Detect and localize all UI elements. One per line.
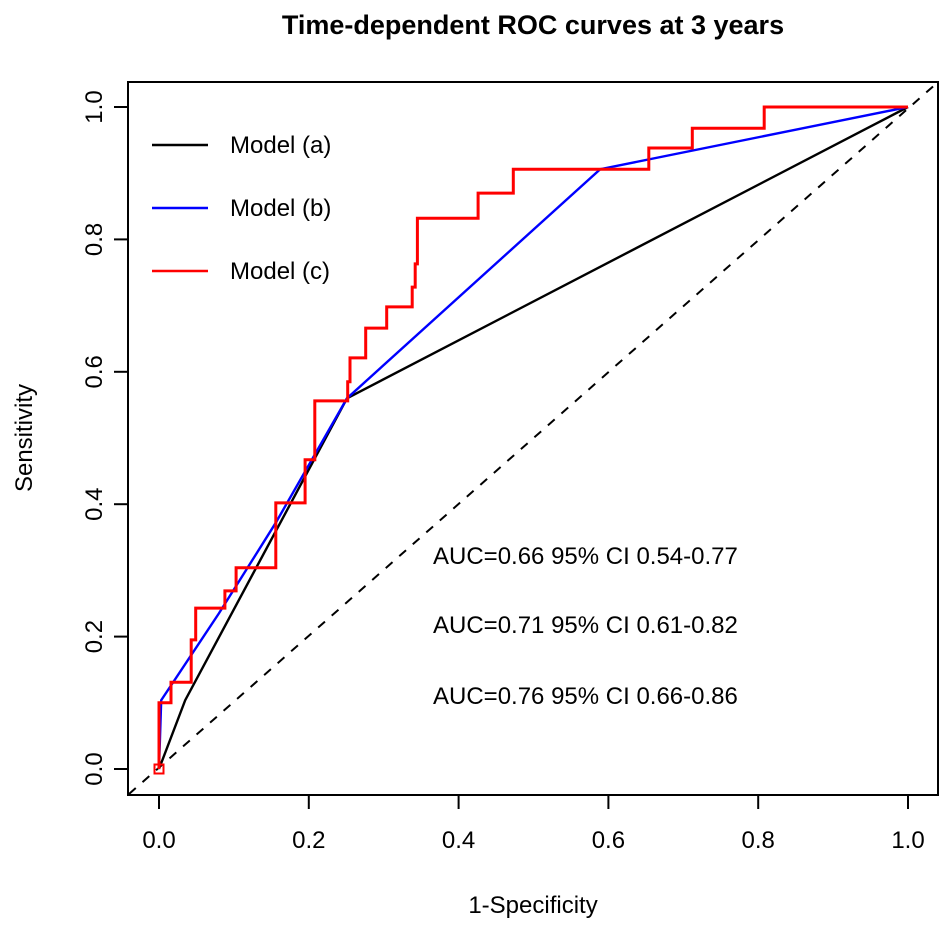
axis-ticks: 0.0 0.2 0.4 0.6 0.8 1.0 0.0 0.2 0.4 0.6 0.8 1.0 (81, 90, 925, 854)
chart-title: Time-dependent ROC curves at 3 years (282, 10, 784, 40)
roc-curve-model-c (157, 105, 908, 769)
auc-annotation-model-a: AUC=0.66 95% CI 0.54-0.77 (433, 543, 738, 570)
x-tick-label: 1.0 (891, 827, 924, 854)
x-tick-label: 0.4 (442, 827, 475, 854)
y-tick-label: 1.0 (81, 90, 108, 123)
legend-label-model-c: Model (c) (230, 258, 330, 285)
origin-marker (153, 763, 165, 775)
roc-curves (128, 82, 938, 795)
y-tick-label: 0.8 (81, 223, 108, 256)
y-tick-label: 0.4 (81, 488, 108, 521)
plot-box (127, 81, 939, 796)
legend-label-model-a: Model (a) (230, 132, 331, 159)
x-tick-label: 0.0 (142, 827, 175, 854)
roc-curve-model-a (157, 105, 909, 770)
x-axis-label: 1-Specificity (468, 892, 597, 919)
legend: Model (a) Model (b) Model (c) (152, 132, 331, 285)
y-tick-label: 0.0 (81, 752, 108, 785)
auc-annotations: AUC=0.66 95% CI 0.54-0.77 AUC=0.71 95% C… (433, 543, 738, 710)
auc-annotation-model-c: AUC=0.76 95% CI 0.66-0.86 (433, 683, 738, 710)
x-tick-label: 0.6 (592, 827, 625, 854)
auc-annotation-model-b: AUC=0.71 95% CI 0.61-0.82 (433, 612, 738, 639)
x-tick-label: 0.2 (292, 827, 325, 854)
x-tick-label: 0.8 (742, 827, 775, 854)
y-tick-label: 0.2 (81, 620, 108, 653)
y-axis-label: Sensitivity (11, 384, 38, 492)
y-tick-label: 0.6 (81, 355, 108, 388)
legend-label-model-b: Model (b) (230, 195, 331, 222)
